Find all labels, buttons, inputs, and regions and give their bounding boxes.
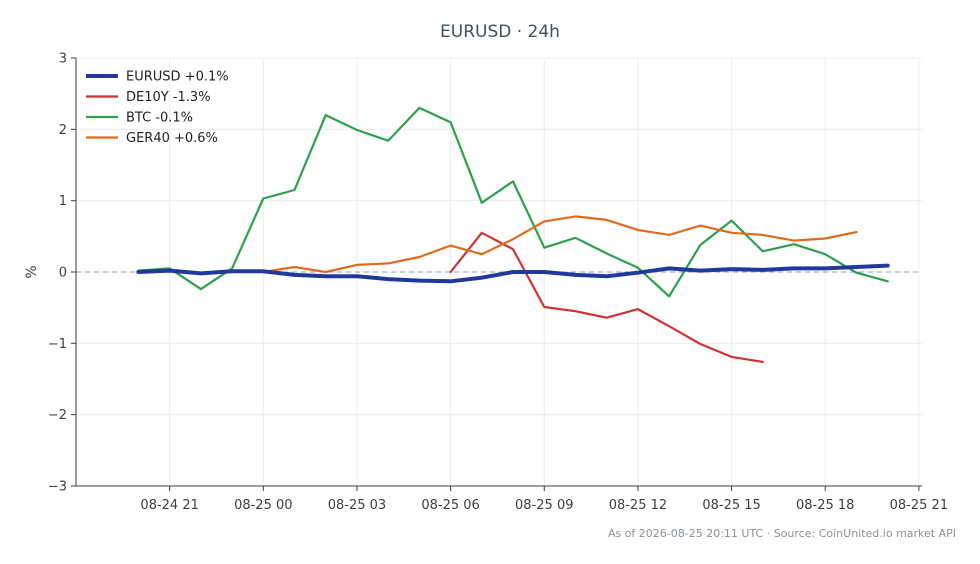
source-footnote: As of 2026-08-25 20:11 UTC · Source: Coi… <box>608 527 956 540</box>
series-line-eurusd <box>136 263 890 284</box>
chart-title: EURUSD · 24h <box>440 22 560 42</box>
x-tick-label: 08-25 18 <box>796 498 854 513</box>
x-tick-label: 08-25 21 <box>890 498 948 513</box>
series-line-btc <box>137 106 889 298</box>
y-tick-label: −3 <box>48 480 67 495</box>
legend-entry-label: GER40 +0.6% <box>126 131 218 146</box>
y-tick-label: −2 <box>48 408 67 423</box>
x-tick-label: 08-25 06 <box>421 498 479 513</box>
legend-entry-label: BTC -0.1% <box>126 111 193 126</box>
x-tick-label: 08-25 15 <box>702 498 760 513</box>
series-line-ger40 <box>262 215 858 274</box>
y-axis-label: % <box>24 265 40 278</box>
x-tick-label: 08-24 21 <box>140 498 198 513</box>
x-tick-label: 08-25 09 <box>515 498 573 513</box>
x-tick-label: 08-25 12 <box>609 498 667 513</box>
x-tick-label: 08-25 00 <box>234 498 292 513</box>
y-tick-label: 0 <box>59 266 67 281</box>
y-tick-label: 3 <box>59 52 67 67</box>
y-tick-label: 2 <box>59 123 67 138</box>
series-line-de10y <box>449 231 764 363</box>
axes: 3 2 1 0 −1 −2 −3 08-24 21 08-25 00 08-25 03 08-25 … <box>48 52 948 514</box>
x-tick-label: 08-25 03 <box>328 498 386 513</box>
legend-entry-label: EURUSD +0.1% <box>126 70 229 85</box>
legend: EURUSD +0.1% DE10Y -1.3% BTC -0.1% GER40 +0… <box>86 70 229 146</box>
y-tick-label: 1 <box>59 194 67 209</box>
y-tick-label: −1 <box>48 337 67 352</box>
series-lines <box>136 106 890 363</box>
legend-entry-label: DE10Y -1.3% <box>126 90 211 105</box>
